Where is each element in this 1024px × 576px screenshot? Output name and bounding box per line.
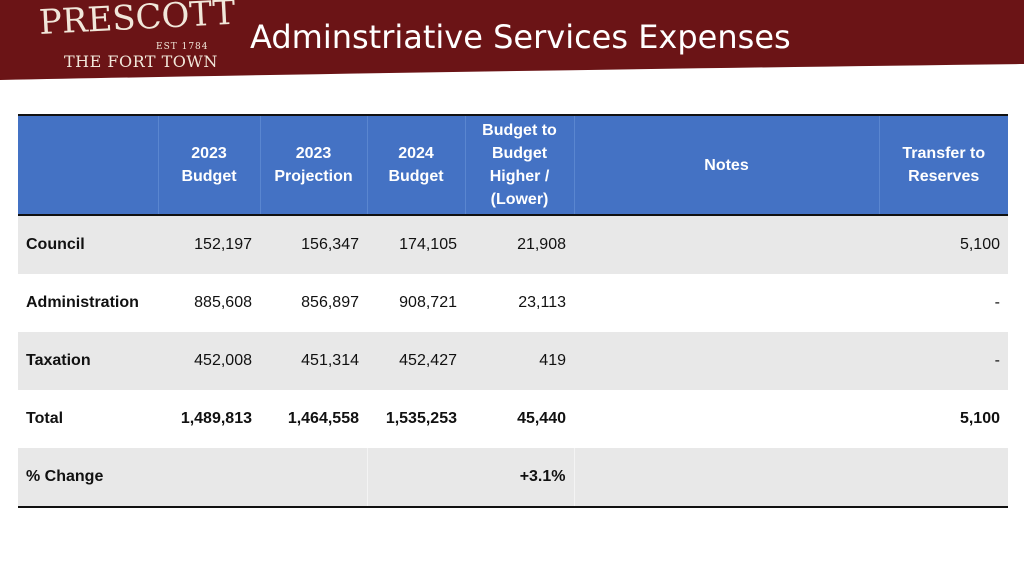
total-2023-projection: 1,464,558 xyxy=(287,410,359,427)
header-transfer-reserves: Transfer to Reserves xyxy=(878,115,1008,215)
page-title: Adminstriative Services Expenses xyxy=(250,18,791,56)
logo-tagline: THE FORT TOWN xyxy=(64,52,218,71)
cell-2023-projection: 451,314 xyxy=(301,352,359,369)
cell-notes xyxy=(574,332,879,390)
total-row: Total 1,489,813 1,464,558 1,535,253 45,4… xyxy=(18,390,1008,448)
cell-notes xyxy=(574,274,879,332)
prescott-logo: PRESCOTT EST 1784 THE FORT TOWN xyxy=(38,0,236,72)
total-2024-budget: 1,535,253 xyxy=(385,410,457,427)
cell-2023-projection: 856,897 xyxy=(301,294,359,311)
empty-cell xyxy=(260,448,367,508)
table-header-row: 2023 Budget 2023 Projection 2024 Budget … xyxy=(18,115,1008,215)
cell-2023-budget: 885,608 xyxy=(194,294,252,311)
cell-2024-budget: 452,427 xyxy=(399,352,457,369)
empty-cell xyxy=(573,448,879,508)
header-2023-budget: 2023 Budget xyxy=(157,115,260,215)
logo-est: EST 1784 xyxy=(156,42,209,52)
header-label xyxy=(18,115,158,215)
header-notes: Notes xyxy=(573,115,879,215)
cell-2023-projection: 156,347 xyxy=(301,236,359,253)
header-budget-diff: Budget to Budget Higher / (Lower) xyxy=(464,115,574,215)
percent-change-row: % Change +3.1% xyxy=(18,448,1008,508)
percent-change-label: % Change xyxy=(18,448,158,508)
cell-2023-budget: 152,197 xyxy=(194,236,252,253)
row-label: Taxation xyxy=(26,352,91,369)
table-row: Taxation 452,008 451,314 452,427 419 - xyxy=(18,332,1008,390)
cell-2024-budget: 174,105 xyxy=(399,236,457,253)
cell-budget-diff: 23,113 xyxy=(518,294,566,311)
total-label: Total xyxy=(26,410,64,427)
header-2024-budget: 2024 Budget xyxy=(366,115,465,215)
header-band xyxy=(0,0,1024,80)
row-label: Administration xyxy=(26,294,139,311)
header-band-shape xyxy=(0,0,1024,80)
logo-name: PRESCOTT xyxy=(38,0,237,43)
cell-transfer-reserves: 5,100 xyxy=(959,236,1000,253)
cell-2023-budget: 452,008 xyxy=(194,352,252,369)
header-2023-projection: 2023 Projection xyxy=(259,115,367,215)
cell-transfer-reserves: - xyxy=(994,294,1000,311)
total-budget-diff: 45,440 xyxy=(517,410,566,427)
table-row: Council 152,197 156,347 174,105 21,908 5… xyxy=(18,215,1008,274)
cell-notes xyxy=(574,215,879,274)
cell-transfer-reserves: - xyxy=(994,352,1000,369)
cell-2024-budget: 908,721 xyxy=(399,294,457,311)
total-2023-budget: 1,489,813 xyxy=(180,410,252,427)
empty-cell xyxy=(158,448,260,508)
expenses-table: 2023 Budget 2023 Projection 2024 Budget … xyxy=(18,114,1008,508)
empty-cell xyxy=(366,448,465,508)
cell-budget-diff: 419 xyxy=(539,352,566,369)
cell-budget-diff: 21,908 xyxy=(517,236,566,253)
percent-change-value: +3.1% xyxy=(465,448,574,508)
table-row: Administration 885,608 856,897 908,721 2… xyxy=(18,274,1008,332)
empty-cell xyxy=(879,448,1008,508)
total-transfer-reserves: 5,100 xyxy=(959,410,1000,427)
total-notes xyxy=(574,390,879,448)
row-label: Council xyxy=(26,236,85,253)
